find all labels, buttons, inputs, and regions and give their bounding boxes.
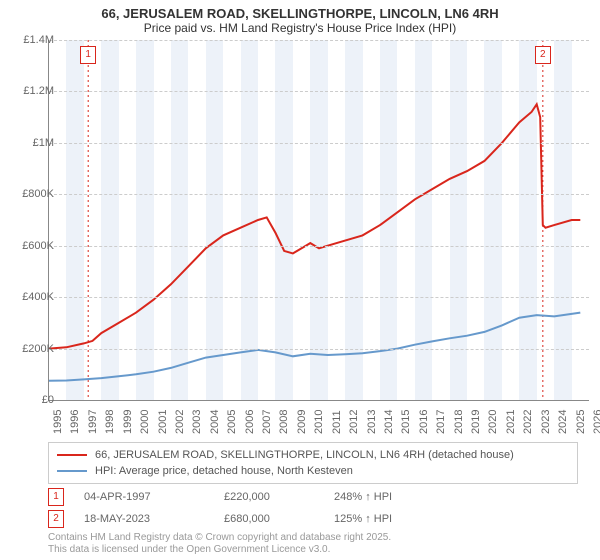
x-axis-label: 2012	[348, 410, 360, 434]
y-axis-label: £1M	[33, 137, 54, 149]
x-axis-label: 2022	[522, 410, 534, 434]
x-axis-label: 2021	[505, 410, 517, 434]
legend-label-series1: 66, JERUSALEM ROAD, SKELLINGTHORPE, LINC…	[95, 449, 514, 461]
x-axis-label: 2011	[331, 410, 343, 434]
x-axis-label: 2001	[157, 410, 169, 434]
footer-line2: This data is licensed under the Open Gov…	[48, 544, 391, 556]
y-axis-label: £1.2M	[23, 85, 54, 97]
gridline-horizontal	[49, 143, 589, 144]
sales-row-date: 04-APR-1997	[84, 491, 224, 503]
sales-row-pct: 248% ↑ HPI	[334, 491, 434, 503]
legend-row-series2: HPI: Average price, detached house, Nort…	[57, 463, 569, 479]
legend-swatch-series2	[57, 470, 87, 472]
x-axis-label: 2002	[174, 410, 186, 434]
x-axis-label: 2023	[540, 410, 552, 434]
sales-row-marker: 2	[48, 510, 64, 528]
sale-marker-box: 1	[80, 46, 96, 64]
x-axis-label: 2019	[470, 410, 482, 434]
x-axis-label: 2024	[557, 410, 569, 434]
legend-label-series2: HPI: Average price, detached house, Nort…	[95, 465, 353, 477]
x-axis-label: 2014	[383, 410, 395, 434]
x-axis-label: 1996	[69, 410, 81, 434]
chart-title: 66, JERUSALEM ROAD, SKELLINGTHORPE, LINC…	[0, 0, 600, 21]
sales-row-price: £220,000	[224, 491, 334, 503]
chart-svg	[49, 40, 589, 400]
sales-table: 1 04-APR-1997£220,000248% ↑ HPI 2 18-MAY-20…	[48, 488, 434, 532]
x-axis-label: 2005	[226, 410, 238, 434]
y-axis-label: £0	[42, 394, 54, 406]
y-axis-label: £800K	[22, 188, 54, 200]
legend-row-series1: 66, JERUSALEM ROAD, SKELLINGTHORPE, LINC…	[57, 447, 569, 463]
x-axis-label: 2009	[296, 410, 308, 434]
gridline-horizontal	[49, 194, 589, 195]
x-axis-label: 2007	[261, 410, 273, 434]
x-axis-label: 1995	[52, 410, 64, 434]
x-axis-label: 1998	[104, 410, 116, 434]
x-axis-label: 2013	[366, 410, 378, 434]
x-axis-label: 2003	[191, 410, 203, 434]
series-hpi-line	[49, 313, 580, 381]
x-axis-label: 2015	[400, 410, 412, 434]
x-axis-label: 2026	[592, 410, 600, 434]
y-axis-label: £600K	[22, 240, 54, 252]
chart-subtitle: Price paid vs. HM Land Registry's House …	[0, 21, 600, 39]
x-axis-label: 2017	[435, 410, 447, 434]
x-axis-label: 2018	[453, 410, 465, 434]
gridline-horizontal	[49, 297, 589, 298]
y-axis-label: £400K	[22, 291, 54, 303]
sales-row: 1 04-APR-1997£220,000248% ↑ HPI	[48, 488, 434, 506]
x-axis-label: 1999	[122, 410, 134, 434]
x-axis-label: 2025	[575, 410, 587, 434]
gridline-horizontal	[49, 91, 589, 92]
gridline-horizontal	[49, 349, 589, 350]
gridline-horizontal	[49, 40, 589, 41]
x-axis-label: 2008	[278, 410, 290, 434]
y-axis-label: £1.4M	[23, 34, 54, 46]
footer-attribution: Contains HM Land Registry data © Crown c…	[48, 532, 391, 556]
chart-plot-area: 12	[48, 40, 589, 401]
sales-row-pct: 125% ↑ HPI	[334, 513, 434, 525]
x-axis-label: 2000	[139, 410, 151, 434]
x-axis-label: 1997	[87, 410, 99, 434]
sales-row-marker: 1	[48, 488, 64, 506]
legend-swatch-series1	[57, 454, 87, 456]
footer-line1: Contains HM Land Registry data © Crown c…	[48, 532, 391, 544]
sales-row-price: £680,000	[224, 513, 334, 525]
series-sale-line	[49, 104, 580, 348]
sales-row: 2 18-MAY-2023£680,000125% ↑ HPI	[48, 510, 434, 528]
sale-marker-box: 2	[535, 46, 551, 64]
chart-container: 66, JERUSALEM ROAD, SKELLINGTHORPE, LINC…	[0, 0, 600, 560]
x-axis-label: 2004	[209, 410, 221, 434]
sales-row-date: 18-MAY-2023	[84, 513, 224, 525]
x-axis-label: 2010	[313, 410, 325, 434]
x-axis-label: 2016	[418, 410, 430, 434]
gridline-horizontal	[49, 246, 589, 247]
x-axis-label: 2020	[487, 410, 499, 434]
y-axis-label: £200K	[22, 343, 54, 355]
x-axis-label: 2006	[244, 410, 256, 434]
chart-legend: 66, JERUSALEM ROAD, SKELLINGTHORPE, LINC…	[48, 442, 578, 484]
